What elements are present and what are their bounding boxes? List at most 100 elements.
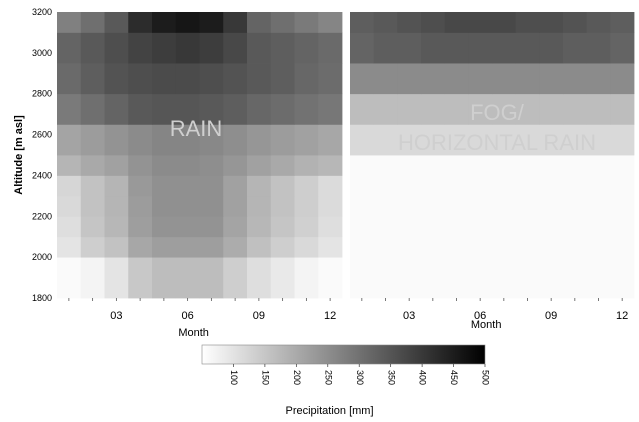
x-tick-label: 12 (616, 310, 628, 322)
heatmap-cell (610, 216, 635, 238)
heatmap-cell (421, 216, 446, 238)
heatmap-cell (318, 32, 343, 64)
heatmap-cell (294, 216, 319, 238)
heatmap-cell (223, 93, 248, 125)
fog-annotation-line-1: FOG/ (470, 100, 525, 125)
heatmap-cell (80, 63, 105, 95)
heatmap-cell (421, 124, 446, 156)
heatmap-cell (128, 216, 153, 238)
heatmap-cell (563, 236, 588, 258)
heatmap-cell (270, 175, 295, 197)
colorbar-ticks: 100 150 200 250 300 350 400 450 500 (229, 364, 491, 385)
heatmap-cell (318, 124, 343, 156)
colorbar-label: Precipitation [mm] (285, 405, 373, 417)
heatmap-cell (247, 216, 272, 238)
heatmap-cell (397, 155, 422, 176)
heatmap-cell (270, 32, 295, 64)
heatmap-cell (270, 63, 295, 95)
heatmap-cell (57, 175, 82, 197)
heatmap-cell (57, 216, 82, 238)
heatmap-cell (270, 257, 295, 299)
heatmap-cell (294, 236, 319, 258)
heatmap-cell (318, 93, 343, 125)
y-tick-label: 3000 (32, 48, 52, 58)
heatmap-cell (199, 32, 224, 64)
heatmap-cell (175, 236, 200, 258)
heatmap-cell (444, 12, 469, 33)
heatmap-cell (515, 93, 540, 125)
heatmap-cell (492, 216, 517, 238)
heatmap-cell (563, 195, 588, 217)
heatmap-cell (586, 257, 611, 299)
heatmap-cell (515, 257, 540, 299)
heatmap-cell (294, 257, 319, 299)
heatmap-cell (104, 216, 129, 238)
heatmap-cell (318, 63, 343, 95)
heatmap-cell (373, 175, 398, 197)
colorbar-tick-label: 250 (323, 370, 333, 385)
y-tick-label: 2800 (32, 89, 52, 99)
heatmap-cell (199, 124, 224, 156)
heatmap-cell (444, 124, 469, 156)
colorbar: 100 150 200 250 300 350 400 450 500 Precipitatio… (201, 344, 491, 417)
heatmap-cell (444, 216, 469, 238)
heatmap-cell (492, 195, 517, 217)
heatmap-cell (223, 236, 248, 258)
heatmap-cell (152, 93, 177, 125)
heatmap-cell (318, 175, 343, 197)
heatmap-cell (57, 155, 82, 176)
heatmap-cell (468, 12, 493, 33)
colorbar-tick-label: 500 (481, 370, 491, 385)
heatmap-cell (350, 175, 375, 197)
heatmap-cell (199, 63, 224, 95)
heatmap-cell (80, 155, 105, 176)
heatmap-cell (539, 155, 564, 176)
heatmap-cell (373, 12, 398, 33)
heatmap-cell (128, 175, 153, 197)
heatmap-cell (421, 93, 446, 125)
heatmap-cell (492, 236, 517, 258)
heatmap-cell (350, 93, 375, 125)
heatmap-cell (515, 63, 540, 95)
colorbar-tick-label: 400 (418, 370, 428, 385)
heatmap-cell (421, 12, 446, 33)
heatmap-cell (294, 12, 319, 33)
heatmap-cell (610, 257, 635, 299)
heatmap-cell (199, 93, 224, 125)
heatmap-cell (610, 195, 635, 217)
heatmap-cell (610, 236, 635, 258)
heatmap-cell (104, 12, 129, 33)
heatmap-cell (199, 155, 224, 176)
heatmap-cell (610, 32, 635, 64)
heatmap-cell (444, 236, 469, 258)
heatmap-cell (57, 12, 82, 33)
x-tick-label: 12 (324, 310, 336, 322)
heatmap-cell (373, 93, 398, 125)
heatmap-cell (610, 175, 635, 197)
heatmap-cell (397, 236, 422, 258)
heatmap-cell (373, 155, 398, 176)
y-ticks: 3200 3000 2800 2600 2400 2200 2000 1800 (32, 7, 52, 303)
heatmap-cell (294, 93, 319, 125)
heatmap-cell (444, 93, 469, 125)
heatmap-cell (223, 32, 248, 64)
heatmap-cell (247, 175, 272, 197)
heatmap-cell (373, 257, 398, 299)
heatmap-cell (421, 63, 446, 95)
fog-x-axis-label: Month (471, 319, 502, 331)
heatmap-cell (57, 124, 82, 156)
heatmap-cell (444, 155, 469, 176)
heatmap-cell (468, 155, 493, 176)
colorbar-tick-label: 300 (355, 370, 365, 385)
heatmap-cell (247, 63, 272, 95)
heatmap-cell (610, 124, 635, 156)
heatmap-cell (104, 175, 129, 197)
heatmap-cell (270, 93, 295, 125)
heatmap-cell (175, 124, 200, 156)
heatmap-cell (223, 63, 248, 95)
x-tick-label: 03 (110, 310, 122, 322)
heatmap-cell (492, 32, 517, 64)
heatmap-cell (563, 216, 588, 238)
heatmap-cell (586, 216, 611, 238)
y-tick-label: 3200 (32, 7, 52, 17)
